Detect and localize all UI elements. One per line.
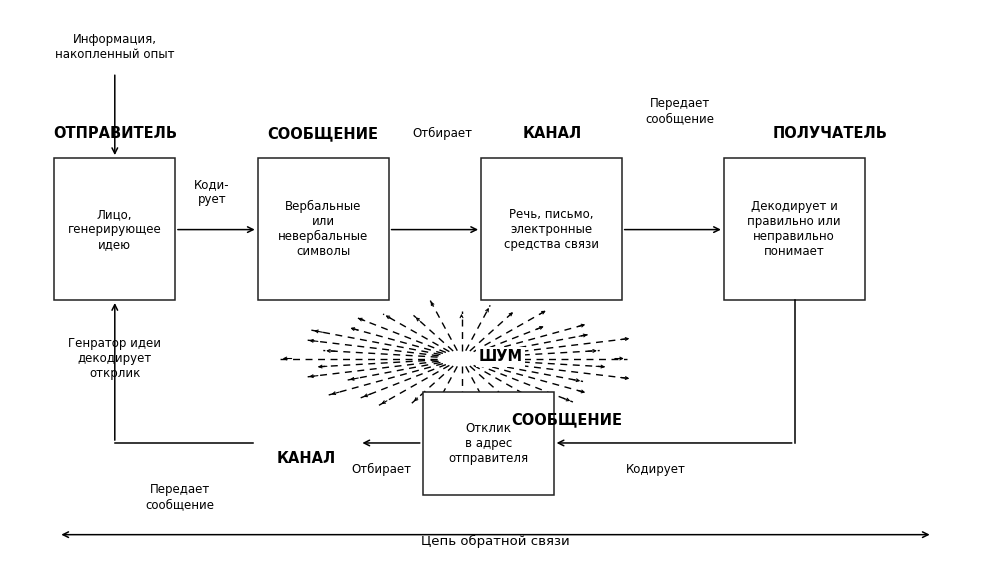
FancyBboxPatch shape [723, 158, 864, 300]
FancyBboxPatch shape [423, 392, 554, 494]
Text: Передает
сообщение: Передает сообщение [146, 484, 214, 511]
Text: Кодирует: Кодирует [625, 463, 686, 476]
Text: Цепь обратной связи: Цепь обратной связи [421, 535, 570, 548]
Text: СООБЩЕНИЕ: СООБЩЕНИЕ [511, 412, 622, 427]
Text: Генратор идеи
декодирует
открлик: Генратор идеи декодирует открлик [68, 337, 162, 380]
FancyBboxPatch shape [258, 158, 388, 300]
Text: КАНАЛ: КАНАЛ [522, 126, 582, 141]
Text: Отбирает: Отбирает [352, 463, 412, 476]
Text: Вербальные
или
невербальные
символы: Вербальные или невербальные символы [278, 200, 369, 259]
Text: Коди-
рует: Коди- рует [194, 178, 230, 206]
Text: ОТПРАВИТЕЛЬ: ОТПРАВИТЕЛЬ [53, 126, 176, 141]
Text: Передает
сообщение: Передает сообщение [645, 98, 715, 125]
Text: Лицо,
генерирующее
идею: Лицо, генерирующее идею [67, 208, 162, 251]
FancyBboxPatch shape [481, 158, 621, 300]
Text: КАНАЛ: КАНАЛ [276, 451, 336, 466]
Text: ШУМ: ШУМ [479, 349, 522, 365]
Text: Речь, письмо,
электронные
средства связи: Речь, письмо, электронные средства связи [503, 208, 599, 251]
Text: Информация,
накопленный опыт: Информация, накопленный опыт [55, 33, 174, 61]
Text: СООБЩЕНИЕ: СООБЩЕНИЕ [268, 126, 379, 141]
Text: Декодирует и
правильно или
неправильно
понимает: Декодирует и правильно или неправильно п… [747, 200, 841, 259]
Text: ПОЛУЧАТЕЛЬ: ПОЛУЧАТЕЛЬ [773, 126, 888, 141]
Text: Отбирает: Отбирает [412, 127, 472, 140]
Text: Отклик
в адрес
отправителя: Отклик в адрес отправителя [448, 422, 528, 465]
FancyBboxPatch shape [54, 158, 175, 300]
